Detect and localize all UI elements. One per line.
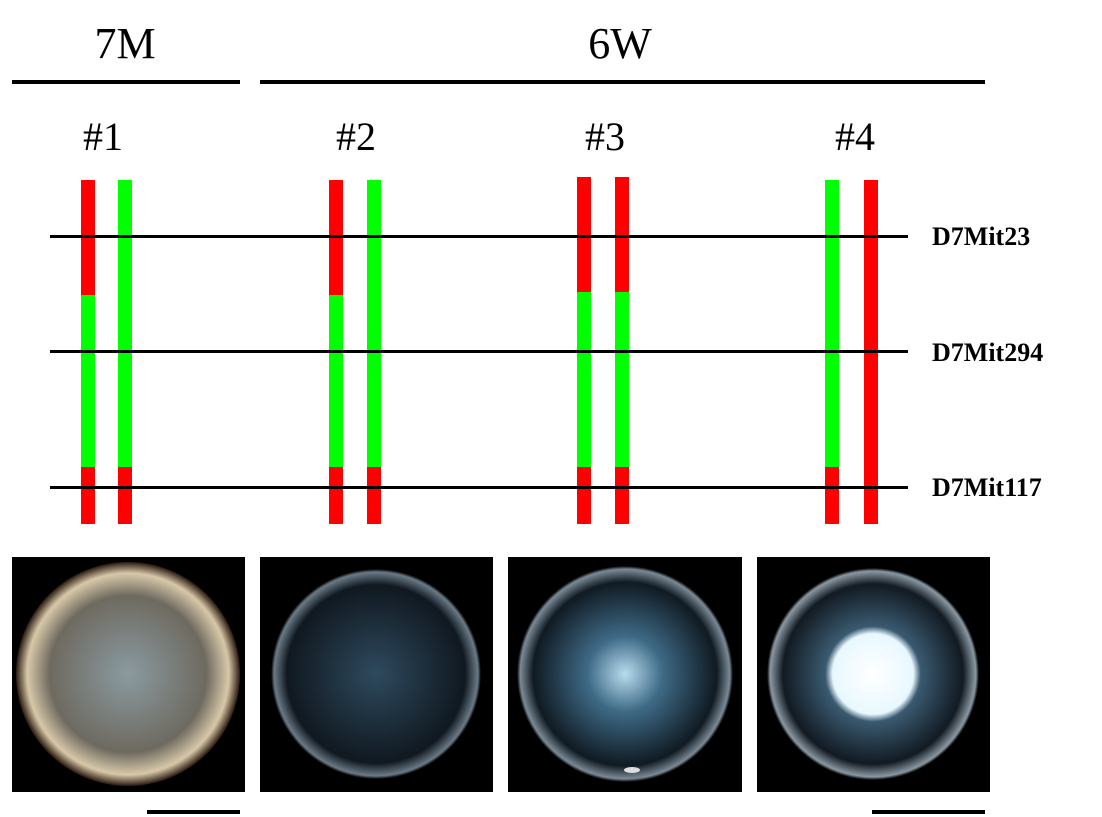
group-label: 6W — [588, 19, 652, 68]
group-line — [12, 80, 240, 84]
figure: 7M 6W #1 #2 #3 #4 D7Mit23 D7Mit294 D7Mit… — [0, 0, 1102, 817]
marker-label: D7Mit117 — [932, 473, 1042, 502]
sample-label: #4 — [835, 114, 875, 159]
scale-bar — [872, 810, 985, 814]
group-label: 7M — [94, 19, 155, 68]
marker-label: D7Mit294 — [932, 338, 1043, 367]
sample-label: #3 — [585, 114, 625, 159]
marker-line — [50, 486, 908, 489]
sample-label: #1 — [83, 114, 123, 159]
marker-label: D7Mit23 — [932, 222, 1030, 251]
marker-line — [50, 235, 908, 238]
lens-photos — [12, 557, 990, 792]
group-line — [260, 80, 985, 84]
sample-label: #2 — [336, 114, 376, 159]
scale-bar — [147, 810, 240, 814]
marker-line — [50, 350, 908, 353]
